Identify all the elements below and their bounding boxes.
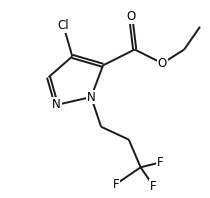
Text: N: N <box>87 90 96 104</box>
Text: O: O <box>126 10 135 23</box>
Text: F: F <box>157 156 164 169</box>
Text: N: N <box>52 98 61 111</box>
Text: Cl: Cl <box>58 19 69 32</box>
Text: F: F <box>150 180 157 193</box>
Text: O: O <box>158 57 167 70</box>
Text: F: F <box>113 178 119 191</box>
